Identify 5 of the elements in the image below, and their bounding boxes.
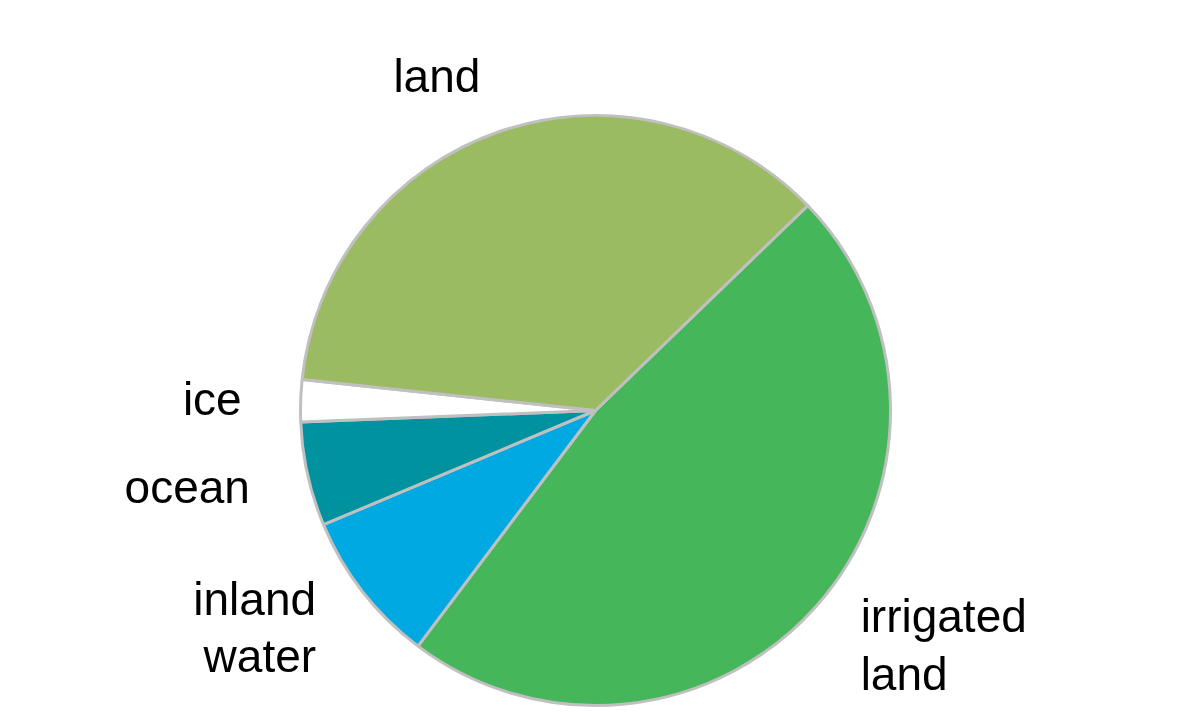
slice-label: irrigated land: [860, 590, 1027, 700]
slice-label: inland water: [193, 573, 317, 683]
slice-label: ocean: [124, 461, 250, 514]
slice-label: land: [393, 49, 481, 102]
slice-label: ice: [182, 372, 242, 425]
